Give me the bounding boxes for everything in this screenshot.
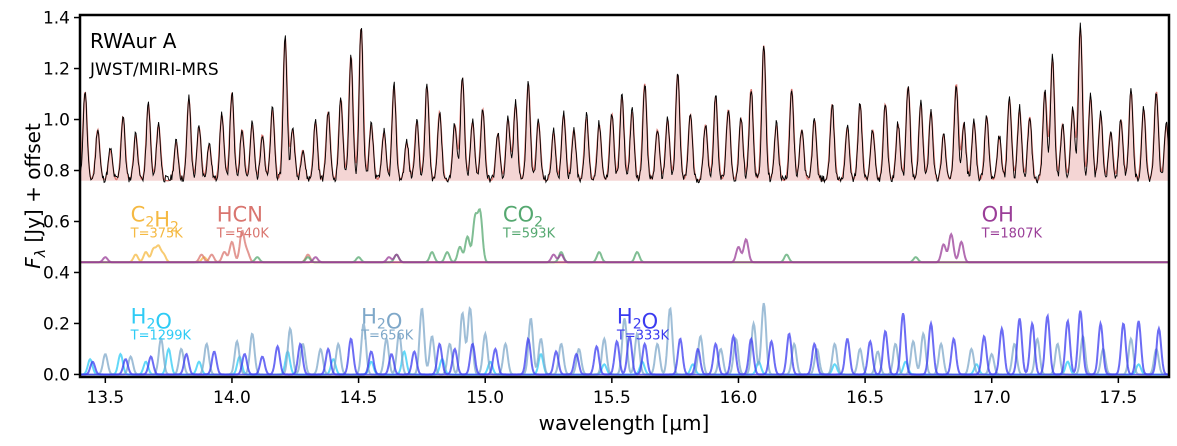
label-H2O_1299K: H2O (131, 304, 172, 333)
x-tick-label: 13.5 (86, 388, 124, 408)
y-tick-label: 1.4 (43, 9, 70, 29)
x-axis: 13.5 14.0 14.5 15.0 15.5 16.0 16.5 17.0 17.5 (86, 377, 1137, 408)
series-layer (80, 22, 1169, 376)
label-C2H2: C2H2 (131, 202, 179, 235)
y-tick-label: 0.8 (43, 162, 70, 182)
label-OH: OH (982, 202, 1014, 226)
x-tick-label: 15.5 (593, 388, 631, 408)
y-tick-label: 0.6 (43, 212, 70, 232)
x-axis-label: wavelength [μm] (539, 411, 710, 435)
label-H2O_333K: H2O (617, 304, 658, 333)
temp-C2H2: T=375K (130, 226, 184, 241)
label-CO2: CO2 (503, 202, 543, 230)
series-H2O_333K (80, 310, 1169, 376)
x-tick-label: 14.0 (213, 388, 251, 408)
chart-title: RWAur A (90, 29, 177, 53)
temp-HCN: T=540K (216, 226, 270, 241)
series-C2H2 (80, 244, 1169, 264)
observed-line (80, 22, 1169, 184)
label-HCN: HCN (217, 202, 263, 226)
temp-H2O_1299K: T=1299K (130, 328, 192, 343)
y-tick-label: 0.2 (43, 314, 70, 334)
y-axis: 0.0 0.2 0.4 0.6 0.8 1.0 1.2 1.4 (43, 9, 80, 385)
temp-H2O_656K: T=656K (360, 328, 414, 343)
x-tick-label: 16.0 (720, 388, 758, 408)
y-tick-label: 1.0 (43, 111, 70, 131)
x-tick-label: 17.0 (973, 388, 1011, 408)
label-H2O_656K: H2O (361, 304, 402, 333)
y-tick-label: 0.4 (43, 263, 70, 283)
chart-subtitle: JWST/MIRI-MRS (89, 60, 219, 80)
plot-frame (78, 13, 1171, 379)
y-tick-label: 0.0 (43, 365, 70, 385)
temp-H2O_333K: T=333K (616, 328, 670, 343)
x-tick-label: 14.5 (340, 388, 378, 408)
temp-OH: T=1807K (981, 226, 1043, 241)
x-tick-label: 16.5 (846, 388, 884, 408)
x-tick-label: 17.5 (1099, 388, 1137, 408)
temp-CO2: T=593K (502, 226, 556, 241)
y-axis-label: Fλ [Jy] + offset (21, 123, 49, 269)
x-tick-label: 15.0 (466, 388, 504, 408)
y-tick-label: 1.2 (43, 60, 70, 80)
